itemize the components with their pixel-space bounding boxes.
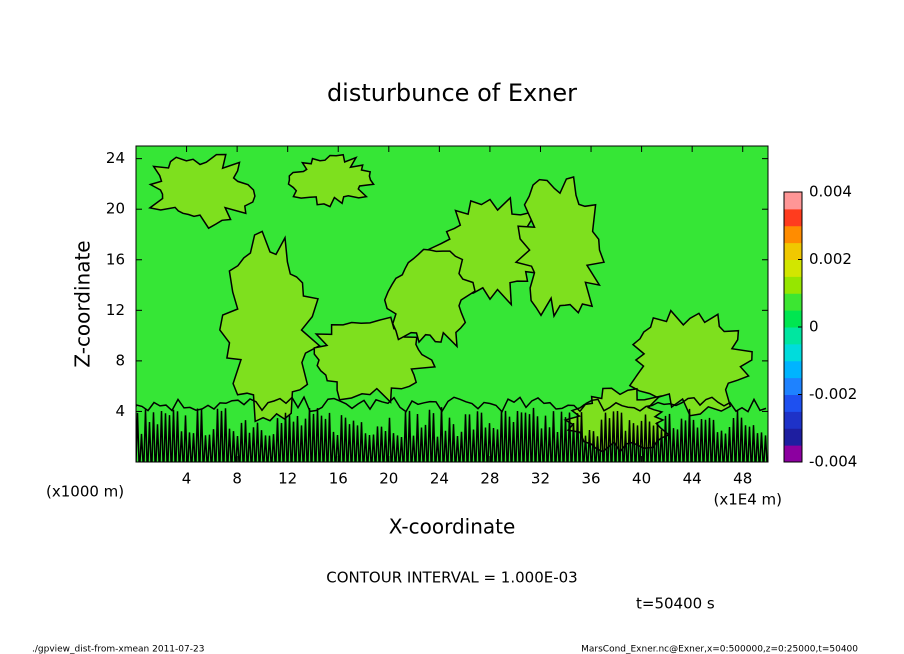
colorbar-tick-label: -0.004 xyxy=(809,453,857,471)
colorbar-band xyxy=(784,394,802,412)
x-tick-label: 16 xyxy=(329,470,348,488)
colorbar-band xyxy=(784,208,802,227)
colorbar-band xyxy=(784,310,802,328)
colorbar-band xyxy=(784,225,802,244)
field-patch xyxy=(514,176,606,319)
colorbar-band xyxy=(784,445,802,463)
x-tick-label: 28 xyxy=(480,470,499,488)
y-tick-label: 12 xyxy=(106,301,125,319)
field-patch xyxy=(383,248,476,349)
x-unit-right: (x1E4 m) xyxy=(713,491,782,509)
colorbar-band xyxy=(784,343,802,362)
contour-interval: CONTOUR INTERVAL = 1.000E-03 xyxy=(326,569,577,587)
colorbar-tick-label: 0.002 xyxy=(809,250,852,268)
colorbar-band xyxy=(784,428,802,446)
colorbar-band xyxy=(784,276,802,294)
x-tick-label: 48 xyxy=(733,470,752,488)
x-tick-label: 32 xyxy=(531,470,550,488)
field-patch xyxy=(219,230,321,423)
field-patch xyxy=(628,309,753,417)
x-tick-label: 4 xyxy=(182,470,192,488)
y-tick-label: 4 xyxy=(115,402,125,420)
y-axis-label: Z-coordinate xyxy=(71,240,95,367)
y-tick-label: 24 xyxy=(106,149,125,167)
colorbar-band xyxy=(784,242,802,260)
colorbar-tick-label: -0.002 xyxy=(809,385,857,403)
x-tick-label: 20 xyxy=(379,470,398,488)
x-tick-label: 12 xyxy=(278,470,297,488)
colorbar-band xyxy=(784,327,802,345)
contour-line xyxy=(136,407,768,462)
time-label: t=50400 s xyxy=(636,595,715,613)
colorbar-band xyxy=(784,192,802,210)
colorbar-tick-label: 0.004 xyxy=(809,183,852,201)
field-patch xyxy=(287,153,375,208)
x-tick-label: 44 xyxy=(683,470,702,488)
x-unit: (x1000 m) xyxy=(46,483,124,501)
colorbar-band xyxy=(784,377,802,395)
chart-title: disturbunce of Exner xyxy=(327,79,577,107)
colorbar-band xyxy=(784,360,802,379)
x-tick-label: 40 xyxy=(632,470,651,488)
field-patch xyxy=(148,153,256,230)
x-tick-label: 24 xyxy=(430,470,449,488)
contour-line xyxy=(136,395,767,414)
y-tick-label: 16 xyxy=(106,250,125,268)
colorbar-tick-label: 0 xyxy=(809,318,819,336)
y-tick-label: 20 xyxy=(106,200,125,218)
x-tick-label: 8 xyxy=(232,470,242,488)
colorbar-band xyxy=(784,293,802,311)
colorbar-band xyxy=(784,259,802,277)
x-axis-label: X-coordinate xyxy=(389,515,516,539)
x-tick-label: 36 xyxy=(581,470,600,488)
plot-frame xyxy=(135,145,769,463)
footer-right: MarsCond_Exner.nc@Exner,x=0:500000,z=0:2… xyxy=(581,645,858,654)
colorbar-band xyxy=(784,411,802,429)
footer-left: ./gpview_dist-from-xmean 2011-07-23 xyxy=(32,645,204,654)
field xyxy=(136,146,768,462)
y-tick-label: 8 xyxy=(115,351,125,369)
